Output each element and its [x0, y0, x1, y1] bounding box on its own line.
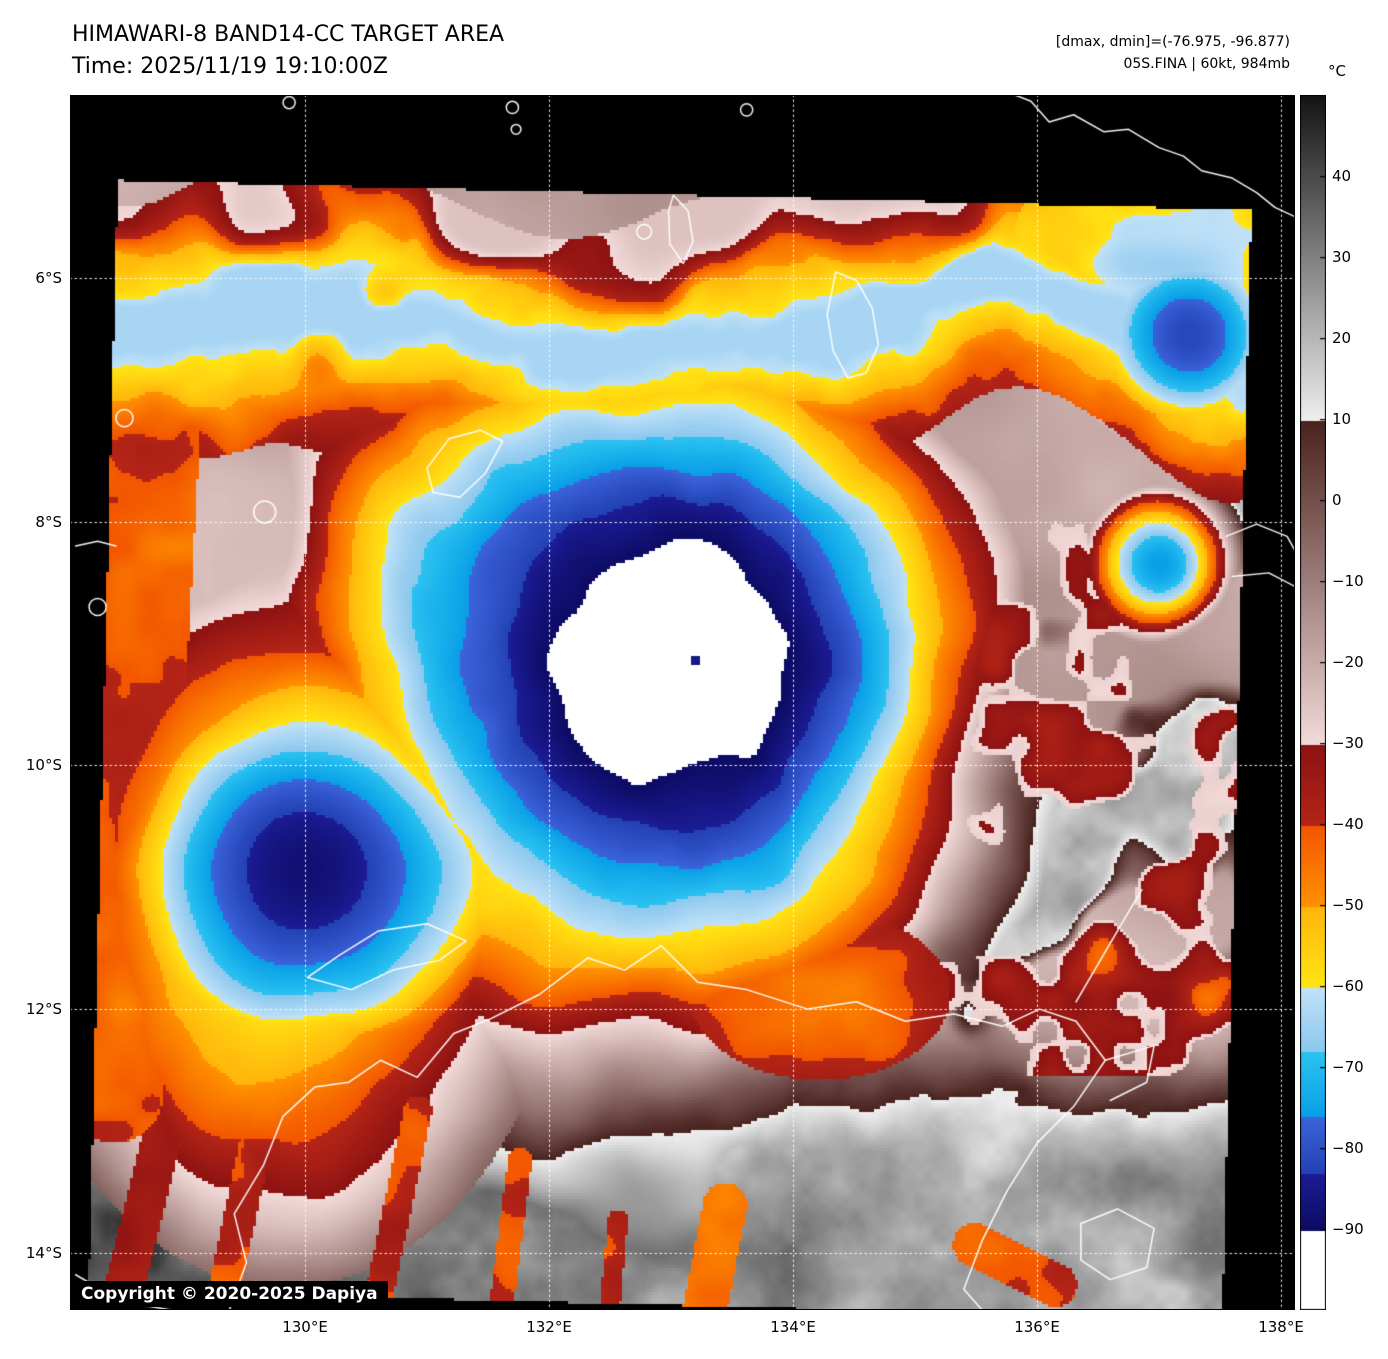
x-axis-tick-label: 132°E: [526, 1318, 572, 1336]
timestamp-subtitle: Time: 2025/11/19 19:10:00Z: [72, 54, 388, 79]
satellite-imagery-canvas: [70, 95, 1295, 1310]
colorbar-tick-label: 40: [1332, 167, 1352, 185]
dmax-dmin-annotation: [dmax, dmin]=(-76.975, -96.877): [1055, 34, 1290, 50]
y-axis-tick-label: 12°S: [25, 1000, 62, 1019]
page-title: HIMAWARI-8 BAND14-CC TARGET AREA: [72, 22, 505, 47]
colorbar-tick-label: 0: [1332, 491, 1342, 509]
colorbar-tick-label: −10: [1332, 572, 1364, 590]
colorbar-tick-label: −30: [1332, 734, 1364, 752]
map-plot-area: [70, 95, 1295, 1310]
colorbar-tick-label: −40: [1332, 815, 1364, 833]
y-axis-tick-label: 6°S: [35, 269, 62, 287]
colorbar-tick-label: 20: [1332, 329, 1352, 347]
colorbar-unit-label: °C: [1328, 62, 1346, 80]
colorbar-gradient-canvas: [1300, 95, 1326, 1310]
colorbar: [1300, 95, 1326, 1310]
storm-info-annotation: 05S.FINA | 60kt, 984mb: [1123, 56, 1290, 72]
y-axis-tick-label: 8°S: [35, 512, 62, 531]
colorbar-tick-label: −80: [1332, 1139, 1364, 1157]
colorbar-tick-label: −70: [1332, 1058, 1364, 1076]
colorbar-tick-label: 10: [1332, 410, 1352, 428]
x-axis-tick-label: 136°E: [1014, 1318, 1060, 1336]
colorbar-tick-label: 30: [1332, 248, 1352, 266]
x-axis-tick-label: 138°E: [1258, 1318, 1304, 1336]
y-axis-tick-label: 14°S: [25, 1243, 62, 1262]
x-axis-tick-label: 134°E: [770, 1318, 816, 1336]
colorbar-tick-label: −20: [1332, 653, 1364, 671]
x-axis-tick-label: 130°E: [282, 1318, 328, 1336]
colorbar-tick-label: −90: [1332, 1220, 1364, 1238]
copyright-badge: Copyright © 2020-2025 Dapiya: [71, 1281, 388, 1307]
y-axis-tick-label: 10°S: [25, 756, 62, 775]
colorbar-tick-label: −60: [1332, 977, 1364, 995]
colorbar-tick-label: −50: [1332, 896, 1364, 914]
